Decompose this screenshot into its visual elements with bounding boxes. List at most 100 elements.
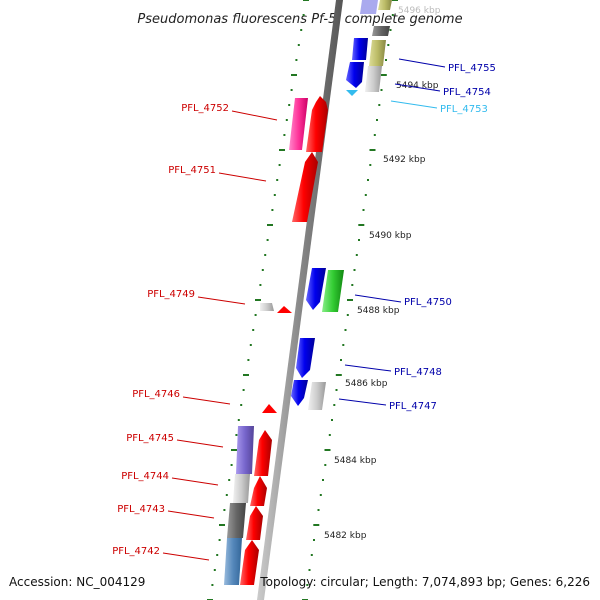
kbp-label: 5482 kbp xyxy=(324,531,367,541)
gene-label-group[interactable]: PFL_4743 xyxy=(117,504,215,519)
gene-partial-top-dark[interactable] xyxy=(372,26,390,36)
gene-pfl4752-block[interactable] xyxy=(289,98,308,150)
gene-pfl4752-arrow[interactable] xyxy=(306,96,328,152)
scale-tick xyxy=(264,254,267,256)
gene-pfl4754-block[interactable] xyxy=(365,66,382,92)
scale-tick xyxy=(259,284,262,286)
gene-partial-top-olive[interactable] xyxy=(378,0,392,10)
scale-tick xyxy=(273,194,276,196)
scale-tick xyxy=(392,0,398,1)
scale-tick xyxy=(247,359,250,361)
gene-label-pfl4750[interactable]: PFL_4750 xyxy=(404,297,452,308)
gene-pfl4747-arrow[interactable] xyxy=(291,380,308,406)
scale-tick xyxy=(385,59,387,61)
gene-label-group[interactable]: PFL_4749 xyxy=(147,289,246,305)
gene-pfl4755-block[interactable] xyxy=(369,40,386,66)
scale-tick xyxy=(242,389,245,391)
scale-tick xyxy=(279,149,285,151)
gene-pfl4749-block[interactable] xyxy=(260,303,274,311)
gene-label-pfl4747[interactable]: PFL_4747 xyxy=(389,401,437,412)
scale-tick xyxy=(387,44,390,46)
gene-label-group[interactable]: PFL_4746 xyxy=(132,389,231,405)
gene-pfl4746-arrow[interactable] xyxy=(262,404,277,413)
kbp-label: 5484 kbp xyxy=(334,456,377,466)
gene-pfl4745-block[interactable] xyxy=(236,426,254,474)
scale-tick xyxy=(290,89,293,91)
gene-partial-top-block[interactable] xyxy=(360,0,378,14)
gene-label-pfl4745[interactable]: PFL_4745 xyxy=(126,433,174,444)
gene-pfl4750-block[interactable] xyxy=(322,270,344,312)
gene-label-group[interactable]: PFL_4751 xyxy=(168,165,267,182)
gene-pfl4750-arrow[interactable] xyxy=(306,268,326,310)
gene-pfl4743-arrow[interactable] xyxy=(246,506,263,540)
scale-tick xyxy=(228,479,231,481)
scale-tick xyxy=(378,104,381,106)
scale-tick xyxy=(249,344,252,346)
gene-label-pfl4746[interactable]: PFL_4746 xyxy=(132,389,180,400)
scale-tick xyxy=(358,239,360,241)
gene-label-pfl4753[interactable]: PFL_4753 xyxy=(440,104,488,115)
scale-tick xyxy=(322,479,324,481)
scale-tick xyxy=(362,209,365,211)
gene-label-group[interactable]: PFL_4748 xyxy=(344,364,442,378)
gene-label-group[interactable]: PFL_4744 xyxy=(121,471,219,486)
gene-label-group[interactable]: PFL_4750 xyxy=(354,294,452,308)
gene-pfl4745-arrow[interactable] xyxy=(254,430,272,476)
scale-tick xyxy=(219,524,225,526)
scale-tick xyxy=(302,14,305,16)
gene-label-group[interactable]: PFL_4754 xyxy=(394,83,491,98)
scale-tick xyxy=(300,29,303,31)
gene-label-pfl4752[interactable]: PFL_4752 xyxy=(181,103,229,114)
scale-tick xyxy=(310,554,313,556)
scale-tick xyxy=(276,179,279,181)
gene-pfl4751-arrow[interactable] xyxy=(292,152,318,222)
kbp-label: 5486 kbp xyxy=(345,379,388,389)
gene-label-group[interactable]: PFL_4747 xyxy=(338,398,437,412)
scale-tick xyxy=(216,554,219,556)
gene-pfl4743-block[interactable] xyxy=(227,503,246,538)
gene-pfl4744-block[interactable] xyxy=(233,474,250,503)
scale-tick xyxy=(223,509,226,511)
kbp-label: 5496 kbp xyxy=(398,6,441,16)
scale-tick xyxy=(364,194,367,196)
scale-tick xyxy=(319,494,322,496)
scale-tick xyxy=(255,299,261,301)
gene-pfl4749-arrow[interactable] xyxy=(277,306,292,313)
scale-tick xyxy=(355,254,358,256)
gene-pfl4755-arrow[interactable] xyxy=(352,38,368,60)
scale-tick xyxy=(358,224,365,226)
scale-tick xyxy=(347,299,353,301)
gene-label-pfl4743[interactable]: PFL_4743 xyxy=(117,504,165,515)
scale-tick xyxy=(288,104,291,106)
gene-label-pfl4754[interactable]: PFL_4754 xyxy=(443,87,491,98)
gene-label-pfl4755[interactable]: PFL_4755 xyxy=(448,63,496,74)
gene-label-pfl4749[interactable]: PFL_4749 xyxy=(147,289,195,300)
scale-tick xyxy=(306,584,309,586)
gene-pfl4753-arrow[interactable] xyxy=(346,90,358,96)
scale-tick xyxy=(291,74,297,76)
scale-tick xyxy=(266,239,269,241)
scale-tick xyxy=(231,449,237,451)
gene-label-pfl4748[interactable]: PFL_4748 xyxy=(394,367,442,378)
gene-label-group[interactable]: PFL_4753 xyxy=(390,100,488,115)
scale-tick xyxy=(324,449,331,451)
gene-pfl4744-arrow[interactable] xyxy=(250,476,267,506)
gene-label-pfl4744[interactable]: PFL_4744 xyxy=(121,471,169,482)
gene-pfl4747-block[interactable] xyxy=(308,382,326,410)
gene-label-group[interactable]: PFL_4745 xyxy=(126,433,224,448)
kbp-label: 5492 kbp xyxy=(383,155,426,165)
gene-label-group[interactable]: PFL_4752 xyxy=(181,103,278,121)
scale-tick xyxy=(369,164,372,166)
gene-label-pfl4742[interactable]: PFL_4742 xyxy=(112,546,160,557)
scale-tick xyxy=(261,269,264,271)
scale-tick xyxy=(243,374,249,376)
gene-label-group[interactable]: PFL_4755 xyxy=(398,58,496,74)
gene-label-pfl4751[interactable]: PFL_4751 xyxy=(168,165,216,176)
gene-pfl4742-block[interactable] xyxy=(224,538,242,585)
gene-pfl4754-arrow[interactable] xyxy=(346,62,364,88)
scale-tick xyxy=(278,164,281,166)
gene-pfl4748-arrow[interactable] xyxy=(296,338,315,378)
gene-pfl4742-arrow[interactable] xyxy=(240,540,259,585)
gene-label-group[interactable]: PFL_4742 xyxy=(112,546,210,561)
